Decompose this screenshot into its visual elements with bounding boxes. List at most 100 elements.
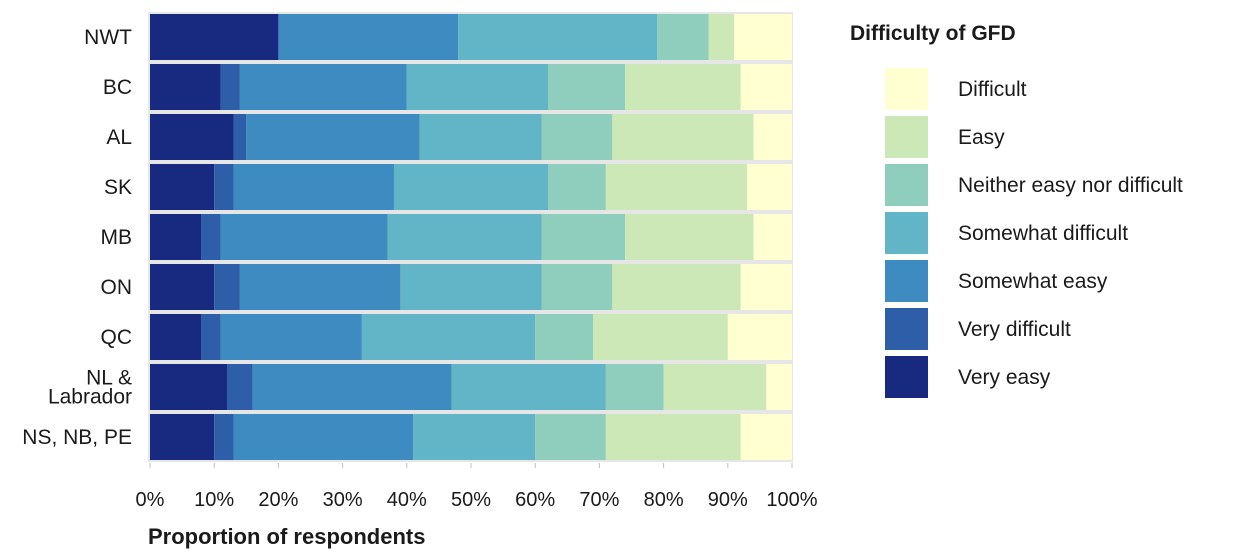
bar-segment-ns-nb-pe-easy: [605, 414, 741, 460]
legend-label-difficult: Difficult: [958, 78, 1027, 101]
legend: Difficulty of GFD Difficult Easy Neither e…: [850, 22, 1183, 398]
category-label-qc: QC: [101, 326, 133, 349]
bar-segment-nwt-difficult: [734, 14, 792, 60]
bar-segment-mb-difficult: [753, 214, 792, 260]
x-axis-ticks: 0% 10% 20% 30% 40% 50% 60% 70% 80% 90% 100%: [136, 463, 818, 511]
legend-items: Difficult Easy Neither easy nor difficult S…: [885, 68, 1183, 398]
bar-segment-al-very-easy: [150, 114, 234, 160]
bar-segment-sk-somewhat-easy: [233, 164, 394, 210]
bar-segment-mb-very-difficult: [201, 214, 221, 260]
bar-segment-nwt-somewhat-easy: [278, 14, 459, 60]
bar-segment-ns-nb-pe-very-difficult: [214, 414, 234, 460]
x-tick-label-0: 0%: [136, 489, 165, 511]
bar-segment-al-somewhat-easy: [246, 114, 420, 160]
bar-segment-bc-difficult: [740, 64, 792, 110]
category-label-on: ON: [101, 276, 133, 299]
bar-segment-nl-labrador-easy: [663, 364, 767, 410]
bar-segment-ns-nb-pe-somewhat-easy: [233, 414, 414, 460]
category-label-mb: MB: [101, 226, 133, 249]
bar-segment-qc-difficult: [727, 314, 792, 360]
bar-segment-sk-very-difficult: [214, 164, 234, 210]
bar-segment-al-neither-easy-nor-difficult: [541, 114, 613, 160]
legend-label-very-difficult: Very difficult: [958, 318, 1071, 341]
bar-segment-al-easy: [612, 114, 754, 160]
bar-segment-nl-labrador-somewhat-easy: [252, 364, 452, 410]
bar-segment-nwt-very-easy: [150, 14, 279, 60]
x-tick-label-5: 50%: [451, 489, 491, 511]
category-label-bc: BC: [103, 76, 132, 99]
bar-segment-mb-neither-easy-nor-difficult: [541, 214, 626, 260]
bar-segment-ns-nb-pe-neither-easy-nor-difficult: [535, 414, 606, 460]
category-labels: NWT BC AL SK MB ON QC NL & Labrador NS, NB, PE: [22, 26, 132, 449]
x-tick-label-8: 80%: [644, 489, 684, 511]
category-label-al: AL: [106, 126, 132, 149]
legend-swatch-somewhat-easy: [885, 260, 928, 302]
bar-segment-nl-labrador-somewhat-difficult: [451, 364, 606, 410]
bar-segment-al-very-difficult: [233, 114, 247, 160]
bar-segment-bc-very-easy: [150, 64, 221, 110]
legend-label-somewhat-easy: Somewhat easy: [958, 270, 1108, 293]
bar-segment-ns-nb-pe-somewhat-difficult: [413, 414, 536, 460]
bar-segment-sk-somewhat-difficult: [393, 164, 549, 210]
bar-segment-bc-easy: [625, 64, 741, 110]
category-label-nl-labrador: NL & Labrador: [48, 367, 132, 409]
bar-segment-mb-very-easy: [150, 214, 202, 260]
bar-segment-mb-somewhat-difficult: [387, 214, 542, 260]
bar-segment-on-very-easy: [150, 264, 215, 310]
bar-segment-qc-somewhat-difficult: [361, 314, 536, 360]
bar-segment-sk-neither-easy-nor-difficult: [548, 164, 606, 210]
bar-segment-on-easy: [612, 264, 741, 310]
bar-segment-on-difficult: [740, 264, 792, 310]
bar-segment-nl-labrador-very-easy: [150, 364, 228, 410]
legend-swatch-very-difficult: [885, 308, 928, 350]
bar-segment-sk-very-easy: [150, 164, 215, 210]
legend-swatch-very-easy: [885, 356, 928, 398]
bar-segment-mb-easy: [625, 214, 754, 260]
category-label-ns-nb-pe: NS, NB, PE: [22, 426, 132, 449]
legend-label-easy: Easy: [958, 126, 1005, 149]
legend-title: Difficulty of GFD: [850, 22, 1016, 45]
bar-segment-ns-nb-pe-very-easy: [150, 414, 215, 460]
x-axis-title: Proportion of respondents: [148, 524, 425, 549]
bar-segment-on-very-difficult: [214, 264, 240, 310]
legend-swatch-somewhat-difficult: [885, 212, 928, 254]
bar-segment-mb-somewhat-easy: [220, 214, 388, 260]
bar-segment-bc-somewhat-easy: [239, 64, 407, 110]
bar-segment-nl-labrador-very-difficult: [227, 364, 253, 410]
bar-segment-bc-very-difficult: [220, 64, 240, 110]
x-tick-label-6: 60%: [515, 489, 555, 511]
bar-segment-on-somewhat-difficult: [400, 264, 542, 310]
legend-swatch-neither-easy-nor-difficult: [885, 164, 928, 206]
bar-segment-on-somewhat-easy: [239, 264, 401, 310]
bar-segment-sk-easy: [605, 164, 748, 210]
x-tick-label-10: 100%: [766, 489, 817, 511]
bar-segment-bc-neither-easy-nor-difficult: [548, 64, 626, 110]
x-tick-label-2: 20%: [258, 489, 298, 511]
bar-segment-qc-somewhat-easy: [220, 314, 362, 360]
bar-segment-qc-very-easy: [150, 314, 202, 360]
bar-segment-qc-very-difficult: [201, 314, 221, 360]
bar-segment-nwt-easy: [708, 14, 735, 60]
bar-segment-bc-somewhat-difficult: [406, 64, 549, 110]
bar-segment-on-neither-easy-nor-difficult: [541, 264, 613, 310]
bar-segment-al-somewhat-difficult: [419, 114, 542, 160]
x-tick-label-9: 90%: [708, 489, 748, 511]
legend-label-somewhat-difficult: Somewhat difficult: [958, 222, 1128, 245]
bars-group: [150, 14, 792, 460]
bar-segment-nwt-neither-easy-nor-difficult: [657, 14, 709, 60]
x-tick-label-4: 40%: [387, 489, 427, 511]
bar-segment-sk-difficult: [747, 164, 792, 210]
category-label-nwt: NWT: [84, 26, 132, 49]
legend-swatch-difficult: [885, 68, 928, 110]
bar-segment-al-difficult: [753, 114, 792, 160]
bar-segment-qc-neither-easy-nor-difficult: [535, 314, 593, 360]
x-tick-label-7: 70%: [579, 489, 619, 511]
bar-segment-nl-labrador-difficult: [766, 364, 792, 410]
x-tick-label-1: 10%: [194, 489, 234, 511]
bar-segment-qc-easy: [592, 314, 728, 360]
bar-segment-ns-nb-pe-difficult: [740, 414, 792, 460]
bar-segment-nwt-somewhat-difficult: [458, 14, 658, 60]
x-tick-label-3: 30%: [323, 489, 363, 511]
bar-segment-nl-labrador-neither-easy-nor-difficult: [605, 364, 664, 410]
